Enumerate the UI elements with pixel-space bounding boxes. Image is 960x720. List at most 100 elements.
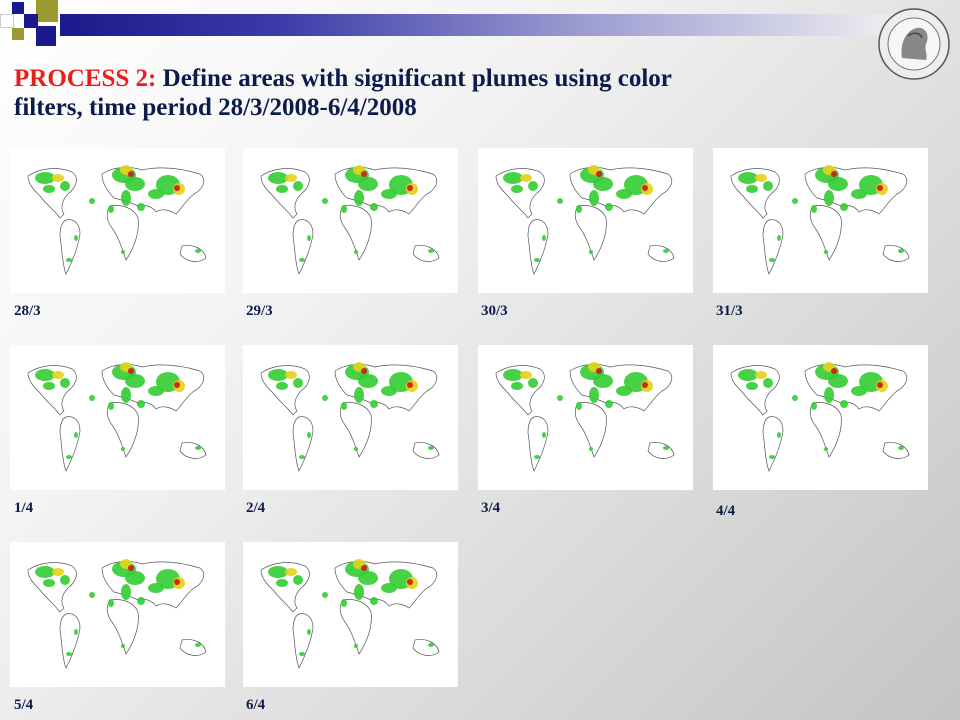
plume-blob [831,368,837,374]
coastline [569,167,673,215]
map-panel [243,542,458,687]
plume-blob [148,386,164,396]
world-map-plumes [27,165,207,275]
coastline [27,562,77,613]
plume-blob [605,203,613,211]
plume-blob [43,579,55,587]
coastline [574,402,607,458]
plume-blob [511,382,523,390]
plume-blob [769,258,775,262]
university-seal-icon [876,6,952,82]
plume-blob [128,171,134,177]
plume-blob [851,189,867,199]
plume-blob [121,387,131,403]
plume-blob [738,172,758,184]
coastline [334,364,438,412]
plume-blob [763,378,773,388]
coastline [527,219,549,275]
plume-blob [285,568,297,576]
coastline [292,219,314,275]
plume-blob [52,174,64,182]
coastline [804,364,908,412]
plume-blob [428,643,434,647]
plume-blob [755,371,767,379]
plume-blob [268,172,288,184]
plume-blob [428,446,434,450]
plume-blob [35,369,55,381]
plume-blob [137,597,145,605]
plume-blob [534,258,540,262]
map-panel [243,148,458,293]
plume-blob [370,400,378,408]
plume-blob [52,371,64,379]
plume-blob [746,382,758,390]
plume-blob [576,402,582,410]
world-map-plumes [27,559,207,669]
plume-blob [898,446,904,450]
plume-blob [642,185,648,191]
plume-blob [828,177,848,191]
plume-blob [299,455,305,459]
plume-blob [503,172,523,184]
plume-blob [307,629,311,635]
coastline [179,442,207,459]
plume-blob [276,382,288,390]
world-map-plumes [495,362,675,472]
coastline [101,167,205,215]
plume-blob [35,566,55,578]
plume-blob [128,368,134,374]
plume-blob [285,174,297,182]
map-panel [10,148,225,293]
coastline [495,168,545,219]
coastline [59,219,81,275]
coastline [59,613,81,669]
title-line-2: filters, time period 28/3/2008-6/4/2008 [14,94,417,121]
plume-blob [542,235,546,241]
plume-blob [851,386,867,396]
plume-blob [381,583,397,593]
plume-blob [125,177,145,191]
world-map-plumes [730,362,910,472]
plume-blob [511,185,523,193]
plume-blob [121,447,125,451]
coastline [569,364,673,412]
coastline [101,561,205,609]
plume-blob [520,174,532,182]
plume-blob [60,378,70,388]
plume-blob [828,374,848,388]
plume-blob [589,447,593,451]
plume-blob [811,205,817,213]
plume-blob [74,629,78,635]
coastline [106,205,139,261]
plume-blob [777,235,781,241]
plume-blob [746,185,758,193]
coastline [412,442,440,459]
plume-blob [840,203,848,211]
coastline [292,416,314,472]
plume-blob [195,643,201,647]
plume-blob [354,387,364,403]
map-panel [10,345,225,490]
plume-blob [769,455,775,459]
plume-blob [89,592,95,598]
plume-blob [763,181,773,191]
plume-blob [66,258,72,262]
plume-blob [299,258,305,262]
plume-blob [642,382,648,388]
plume-blob [738,369,758,381]
plume-blob [370,203,378,211]
plume-blob [361,368,367,374]
plume-blob [354,250,358,254]
map-panel [243,345,458,490]
map-date-label: 30/3 [481,303,508,319]
plume-blob [407,579,413,585]
title-accent: PROCESS 2: [14,65,157,92]
plume-blob [428,249,434,253]
plume-blob [358,177,378,191]
coastline [527,416,549,472]
plume-blob [60,575,70,585]
coastline [762,416,784,472]
plume-blob [121,644,125,648]
coastline [339,402,372,458]
map-date-label: 29/3 [246,303,273,319]
